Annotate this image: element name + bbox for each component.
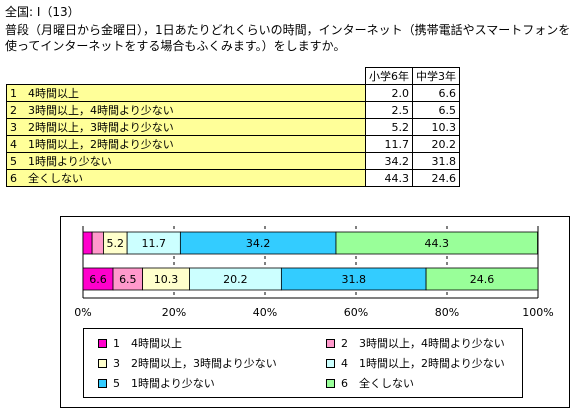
- table-row: 2 3時間以上，4時間より少ない 2.5 6.5: [6, 101, 460, 119]
- table-row: 4 1時間以上，2時間より少ない 11.7 20.2: [6, 135, 460, 153]
- table-corner: [6, 67, 366, 85]
- table-row: 1 4時間以上 2.0 6.6: [6, 84, 460, 102]
- data-label: 20.2: [223, 273, 248, 286]
- cell-middle: 20.2: [412, 135, 460, 153]
- legend-label: 3 2時間以上，3時間より少ない: [113, 357, 277, 370]
- results-table: 小学6年 中学3年 1 4時間以上 2.0 6.6 2 3時間以上，4時間より少…: [6, 67, 460, 187]
- table-row: 6 全くしない 44.3 24.6: [6, 169, 460, 187]
- col-header-middle: 中学3年: [412, 67, 460, 85]
- bar-segment: [91, 231, 104, 255]
- bar-segment: [82, 231, 93, 255]
- data-label: 6.5: [119, 273, 137, 286]
- data-label: 44.3: [425, 237, 450, 250]
- legend-item: 4 1時間以上，2時間より少ない: [326, 355, 505, 371]
- legend-label: 6 全くしない: [341, 377, 414, 390]
- chart-frame: [60, 216, 570, 408]
- row-label: 3 2時間以上，3時間より少ない: [6, 118, 366, 136]
- x-tick-label: 80%: [435, 306, 459, 319]
- row-label: 2 3時間以上，4時間より少ない: [6, 101, 366, 119]
- data-label: 34.2: [246, 237, 271, 250]
- cell-elementary: 11.7: [365, 135, 413, 153]
- data-label: 5.2: [107, 237, 125, 250]
- legend-label: 5 1時間より少ない: [113, 377, 215, 390]
- x-tick-label: 0%: [74, 306, 91, 319]
- legend-swatch: [98, 338, 107, 348]
- cell-elementary: 34.2: [365, 152, 413, 170]
- bar-segment: [335, 231, 538, 255]
- page-title: 全国: I（13）: [5, 5, 80, 19]
- chart-legend: 1 4時間以上 2 3時間以上，4時間より少ない 3 2時間以上，3時間より少ない 4…: [83, 328, 523, 398]
- x-tick-label: 40%: [253, 306, 277, 319]
- legend-item: 3 2時間以上，3時間より少ない: [98, 355, 277, 371]
- x-tick-label: 100%: [522, 306, 553, 319]
- legend-label: 1 4時間以上: [113, 337, 182, 350]
- x-tick-label: 60%: [344, 306, 368, 319]
- x-tick-label: 20%: [162, 306, 186, 319]
- table-header-row: 小学6年 中学3年: [6, 67, 460, 85]
- data-label: 11.7: [142, 237, 167, 250]
- cell-elementary: 44.3: [365, 169, 413, 187]
- legend-swatch: [98, 358, 107, 368]
- row-label: 4 1時間以上，2時間より少ない: [6, 135, 366, 153]
- row-label: 6 全くしない: [6, 169, 366, 187]
- legend-label: 4 1時間以上，2時間より少ない: [341, 357, 505, 370]
- data-label: 10.3: [154, 273, 179, 286]
- legend-item: 6 全くしない: [326, 375, 414, 391]
- legend-item: 1 4時間以上: [98, 335, 182, 351]
- legend-swatch: [326, 338, 335, 348]
- data-label: 6.6: [89, 273, 107, 286]
- data-label: 24.6: [470, 273, 495, 286]
- question-text: 普段（月曜日から金曜日），1日あたりどれくらいの時間，インターネット（携帯電話や…: [5, 23, 571, 53]
- legend-item: 5 1時間より少ない: [98, 375, 215, 391]
- legend-swatch: [98, 378, 107, 388]
- cell-middle: 24.6: [412, 169, 460, 187]
- data-label: 31.8: [341, 273, 366, 286]
- table-row: 5 1時間より少ない 34.2 31.8: [6, 152, 460, 170]
- legend-swatch: [326, 378, 335, 388]
- bar-segment: [425, 267, 539, 291]
- legend-label: 2 3時間以上，4時間より少ない: [341, 337, 505, 350]
- legend-item: 2 3時間以上，4時間より少ない: [326, 335, 505, 351]
- legend-swatch: [326, 358, 335, 368]
- row-label: 5 1時間より少ない: [6, 152, 366, 170]
